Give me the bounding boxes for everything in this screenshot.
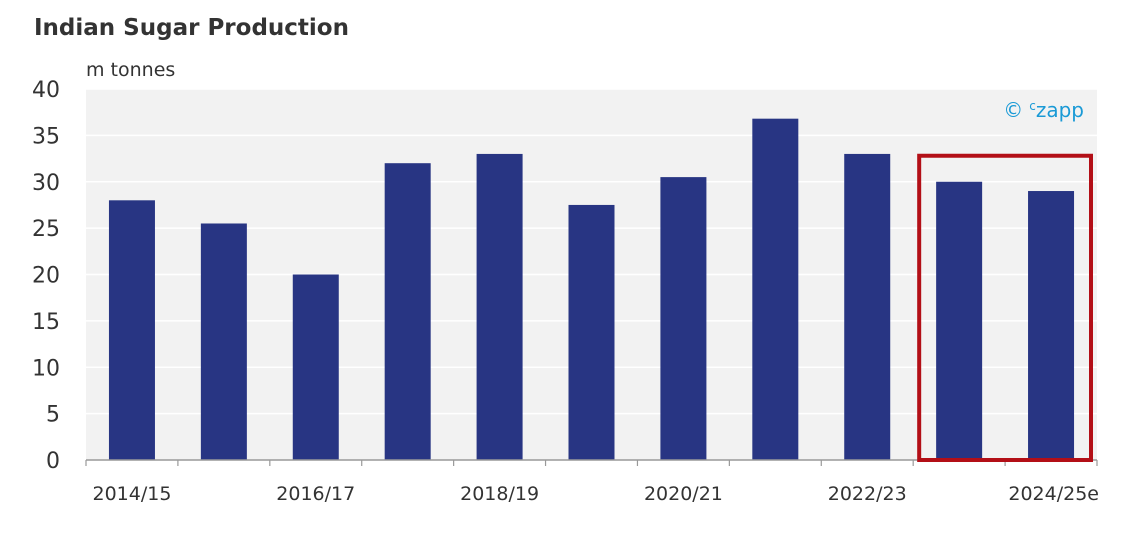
y-tick-label: 20 [32,264,60,289]
logo-name: zapp [1036,98,1084,122]
bars [108,118,1075,461]
bar-2019-20 [568,204,615,460]
bar-2017-18 [384,163,431,460]
logo-superscript: c [1029,99,1036,113]
x-tick-label: 2014/15 [92,483,171,505]
y-tick-label: 0 [46,449,60,474]
bar-2021-22 [752,118,799,461]
highlight-box [917,153,1093,462]
y-tick-label: 25 [32,217,60,242]
y-tick-label: 35 [32,124,60,149]
bar-2015-16 [200,223,247,460]
x-axis: 2014/15 2016/17 2018/19 2020/21 2022/23 2024/… [85,459,1099,505]
y-tick-label: 5 [46,403,60,428]
czapp-logo: © czapp [1003,98,1084,122]
highlight-box-group [917,153,1093,462]
x-tick-label: 2018/19 [460,483,539,505]
bar-2020-21 [660,177,707,461]
y-axis-unit-label: m tonnes [86,59,175,81]
bar-2018-19 [476,153,523,461]
y-tick-label: 15 [32,310,60,335]
bar-2016-17 [292,274,339,460]
y-tick-label: 40 [32,78,60,103]
x-tick-label: 2024/25e [1008,483,1099,505]
bar-2023-24 [936,181,983,460]
y-tick-label: 30 [32,171,60,196]
y-tick-label: 10 [32,356,60,381]
y-axis-ticks: 0 5 10 15 20 25 30 35 40 [32,78,60,474]
x-tick-label: 2016/17 [276,483,355,505]
copyright-symbol: © [1003,98,1023,122]
bar-2022-23 [844,153,891,461]
chart-title: Indian Sugar Production [34,15,349,41]
bar-2024-25e [1028,191,1075,460]
x-tick-label: 2020/21 [644,483,723,505]
x-tick-label: 2022/23 [828,483,907,505]
bar-2014-15 [108,200,155,461]
